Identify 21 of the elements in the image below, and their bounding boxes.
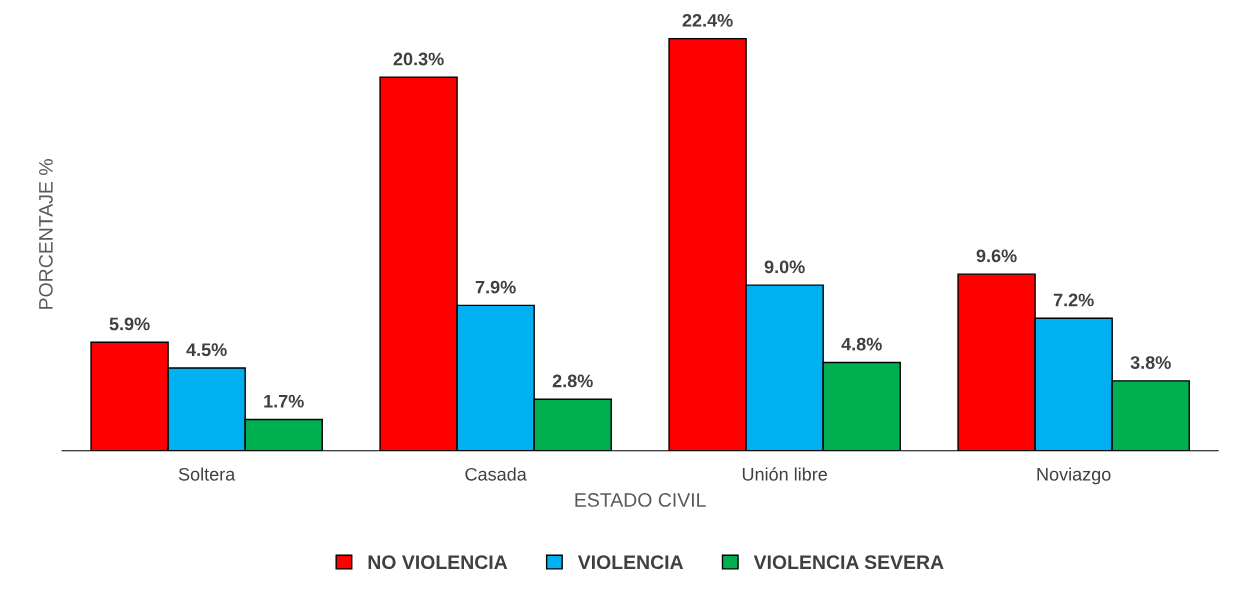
data-label: 9.0%: [764, 260, 805, 274]
x-tick-label: Casada: [465, 467, 527, 481]
data-label: 9.6%: [976, 249, 1017, 263]
data-label: 5.9%: [109, 317, 150, 331]
data-label: 4.8%: [841, 337, 882, 351]
y-axis-title: PORCENTAJE %: [38, 159, 53, 309]
legend-label: VIOLENCIA SEVERA: [753, 555, 944, 570]
legend-label: NO VIOLENCIA: [368, 555, 508, 570]
data-label: 20.3%: [393, 52, 444, 66]
x-tick-label: Soltera: [178, 467, 236, 481]
data-label: 1.7%: [264, 394, 304, 408]
data-label: 7.9%: [475, 280, 516, 294]
data-label: 2.8%: [552, 374, 593, 388]
data-label: 4.5%: [186, 343, 227, 357]
data-label: 3.8%: [1130, 356, 1171, 369]
legend-label: VIOLENCIA: [577, 555, 684, 570]
data-label: 22.4%: [682, 13, 733, 27]
x-tick-label: Unión libre: [742, 467, 827, 481]
x-axis-title: ESTADO CIVIL: [575, 493, 706, 507]
data-label: 7.2%: [1053, 293, 1094, 307]
x-tick-label: Noviazgo: [1037, 467, 1111, 485]
